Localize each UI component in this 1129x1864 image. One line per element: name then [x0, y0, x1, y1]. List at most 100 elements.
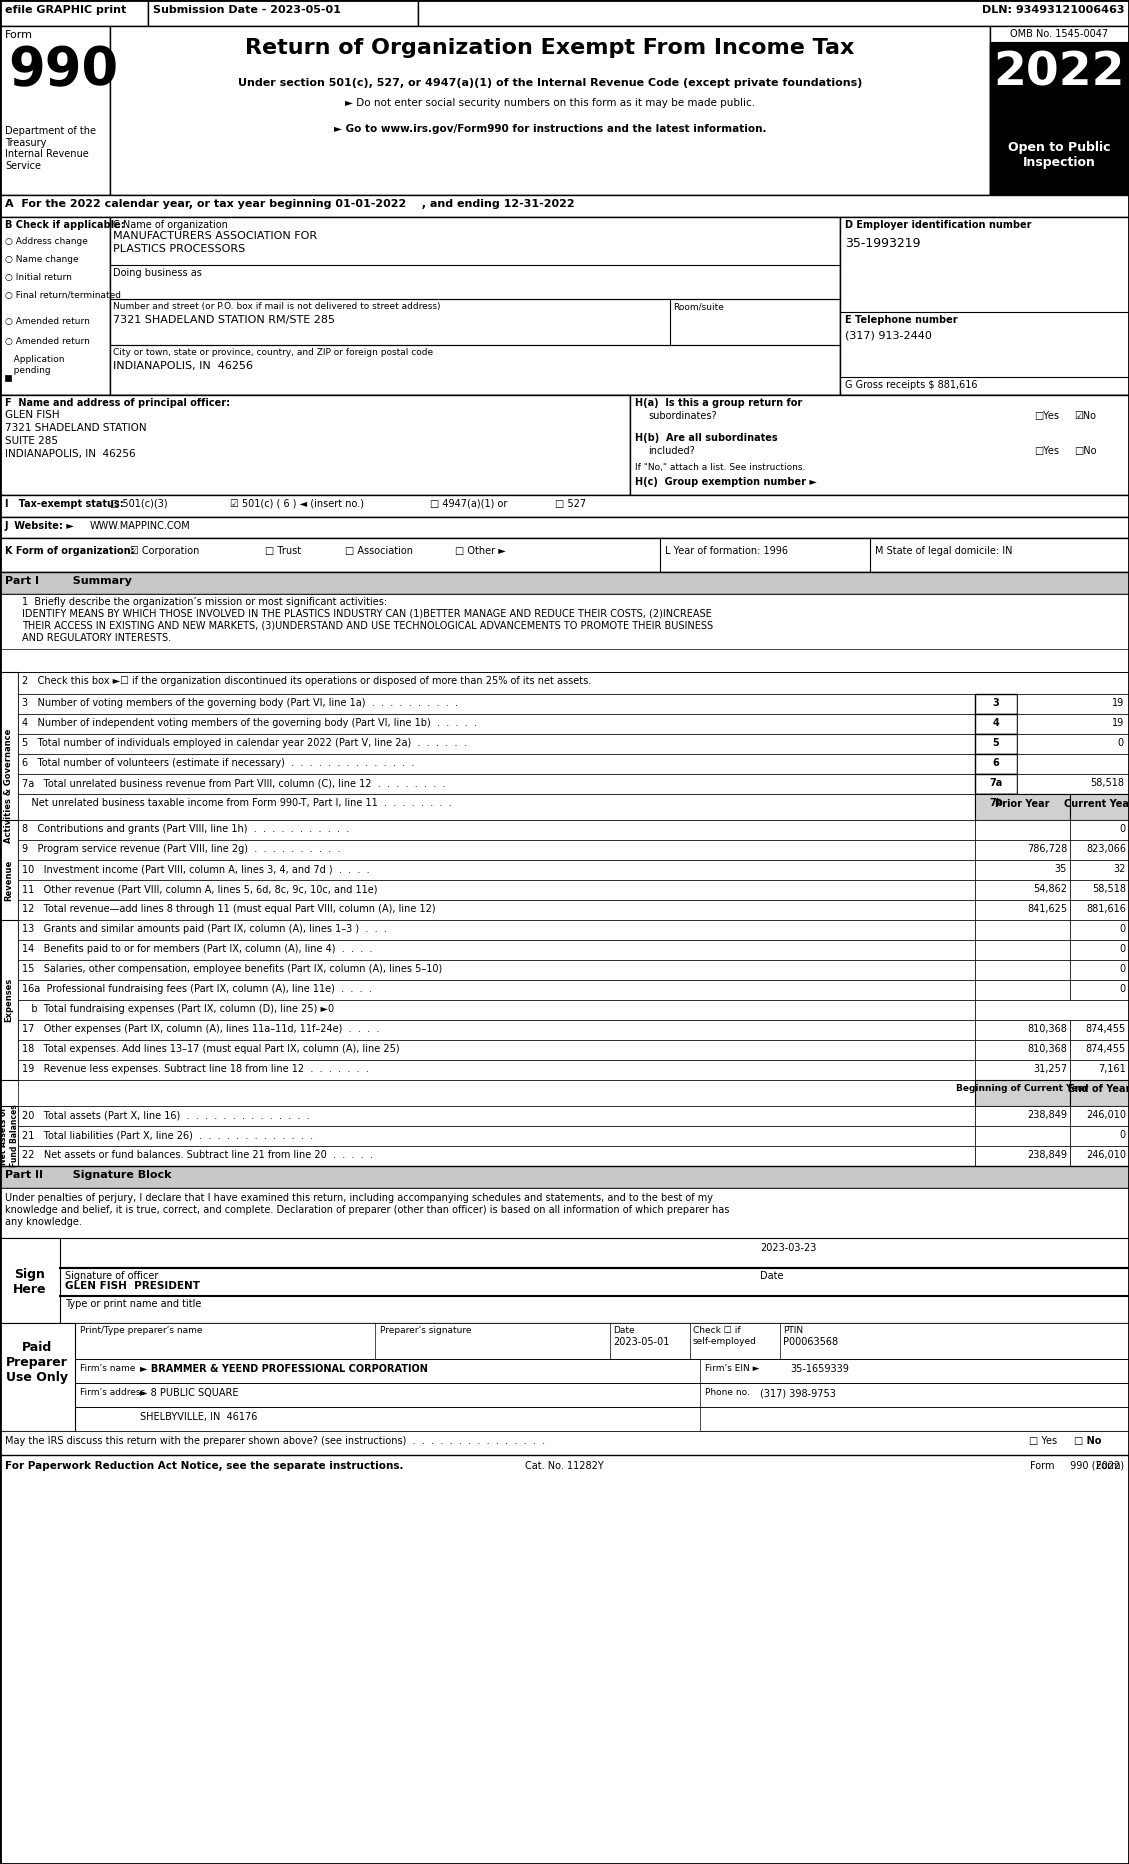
Bar [75, 1359, 1129, 1383]
Text: 2   Check this box ►☐ if the organization discontinued its operations or dispose: 2 Check this box ►☐ if the organization … [21, 677, 592, 686]
Text: 7321 SHADELAND STATION: 7321 SHADELAND STATION [5, 423, 147, 432]
Text: 32: 32 [1113, 865, 1126, 874]
Bar [18, 774, 975, 794]
Text: □ Yes: □ Yes [1029, 1435, 1057, 1446]
Text: Type or print name and title: Type or print name and title [65, 1299, 201, 1309]
Text: ► Do not enter social security numbers on this form as it may be made public.: ► Do not enter social security numbers o… [345, 99, 755, 108]
Bar [75, 1323, 1129, 1359]
Text: 18   Total expenses. Add lines 13–17 (must equal Part IX, column (A), line 25): 18 Total expenses. Add lines 13–17 (must… [21, 1044, 400, 1053]
Text: Return of Organization Exempt From Income Tax: Return of Organization Exempt From Incom… [245, 37, 855, 58]
Text: 2022: 2022 [994, 50, 1124, 97]
Text: 3   Number of voting members of the governing body (Part VI, line 1a)  .  .  .  : 3 Number of voting members of the govern… [21, 697, 458, 708]
Bar [1070, 1040, 1129, 1061]
Text: 0: 0 [1120, 925, 1126, 934]
Text: Firm’s name: Firm’s name [80, 1364, 135, 1374]
Bar [18, 841, 975, 859]
Text: Form     990 (2022): Form 990 (2022) [1030, 1461, 1124, 1471]
Text: K Form of organization:: K Form of organization: [5, 546, 134, 555]
Bar [1017, 755, 1129, 774]
Text: Net Assets or
Fund Balances: Net Assets or Fund Balances [0, 1105, 19, 1167]
Bar [975, 900, 1070, 921]
Text: 246,010: 246,010 [1086, 1150, 1126, 1159]
Bar [1017, 774, 1129, 794]
Bar [975, 1079, 1070, 1105]
Bar [975, 960, 1070, 980]
Bar [0, 1323, 1129, 1432]
Text: 238,849: 238,849 [1027, 1109, 1067, 1120]
Text: 881,616: 881,616 [1086, 904, 1126, 913]
Bar [18, 794, 975, 815]
Bar [975, 921, 1070, 939]
Bar [18, 794, 975, 820]
Bar [1070, 880, 1129, 900]
Text: (317) 398-9753: (317) 398-9753 [760, 1389, 835, 1398]
Bar [18, 1105, 975, 1126]
Bar [18, 755, 975, 774]
Text: Room/suite: Room/suite [673, 302, 724, 311]
Bar [975, 734, 1017, 755]
Text: For Paperwork Reduction Act Notice, see the separate instructions.: For Paperwork Reduction Act Notice, see … [5, 1461, 403, 1471]
Text: A  For the 2022 calendar year, or tax year beginning 01-01-2022    , and ending : A For the 2022 calendar year, or tax yea… [5, 199, 575, 209]
Text: 58,518: 58,518 [1092, 884, 1126, 895]
Text: 841,625: 841,625 [1027, 904, 1067, 913]
Text: 823,066: 823,066 [1086, 844, 1126, 854]
Bar [75, 1383, 1129, 1407]
Text: F  Name and address of principal officer:: F Name and address of principal officer: [5, 399, 230, 408]
Bar [1070, 820, 1129, 841]
Text: 2023-03-23: 2023-03-23 [760, 1243, 816, 1253]
Bar [18, 1040, 975, 1061]
Bar [0, 26, 110, 196]
Bar [18, 1020, 975, 1040]
Text: ○ Initial return: ○ Initial return [5, 272, 72, 281]
Text: Submission Date - 2023-05-01: Submission Date - 2023-05-01 [154, 6, 341, 15]
Bar [0, 1187, 1129, 1238]
Bar [1070, 841, 1129, 859]
Bar [990, 26, 1129, 196]
Bar [18, 900, 975, 921]
Text: 990: 990 [8, 45, 119, 97]
Text: Firm’s address: Firm’s address [80, 1389, 146, 1396]
Text: E Telephone number: E Telephone number [844, 315, 957, 324]
Text: 0: 0 [1120, 824, 1126, 833]
Bar [18, 1126, 975, 1146]
Text: IDENTIFY MEANS BY WHICH THOSE INVOLVED IN THE PLASTICS INDUSTRY CAN (1)BETTER MA: IDENTIFY MEANS BY WHICH THOSE INVOLVED I… [21, 610, 711, 619]
Text: MANUFACTURERS ASSOCIATION FOR: MANUFACTURERS ASSOCIATION FOR [113, 231, 317, 240]
Text: Under section 501(c), 527, or 4947(a)(1) of the Internal Revenue Code (except pr: Under section 501(c), 527, or 4947(a)(1)… [238, 78, 863, 88]
Bar [975, 999, 1129, 1020]
Text: I   Tax-exempt status:: I Tax-exempt status: [5, 500, 124, 509]
Text: 11   Other revenue (Part VIII, column A, lines 5, 6d, 8c, 9c, 10c, and 11e): 11 Other revenue (Part VIII, column A, l… [21, 884, 377, 895]
Bar [840, 216, 1129, 395]
Text: H(b)  Are all subordinates: H(b) Are all subordinates [634, 432, 778, 444]
Text: Expenses: Expenses [5, 979, 14, 1021]
Bar [0, 1432, 1129, 1456]
Bar [18, 734, 975, 755]
Bar [18, 693, 975, 714]
Text: H(a)  Is this a group return for: H(a) Is this a group return for [634, 399, 803, 408]
Text: 6   Total number of volunteers (estimate if necessary)  .  .  .  .  .  .  .  .  : 6 Total number of volunteers (estimate i… [21, 759, 414, 768]
Bar [0, 673, 18, 900]
Text: Print/Type preparer’s name: Print/Type preparer’s name [80, 1325, 202, 1335]
Bar [975, 820, 1070, 841]
Text: 246,010: 246,010 [1086, 1109, 1126, 1120]
Bar [1070, 1105, 1129, 1126]
Bar [0, 572, 1129, 595]
Text: ○ Address change: ○ Address change [5, 237, 88, 246]
Text: 5: 5 [992, 738, 999, 747]
Text: SHELBYVILLE, IN  46176: SHELBYVILLE, IN 46176 [140, 1413, 257, 1422]
Text: L Year of formation: 1996: L Year of formation: 1996 [665, 546, 788, 555]
Bar [75, 1407, 700, 1432]
Bar [975, 841, 1070, 859]
Text: Doing business as: Doing business as [113, 268, 202, 278]
Text: ► BRAMMER & YEEND PROFESSIONAL CORPORATION: ► BRAMMER & YEEND PROFESSIONAL CORPORATI… [140, 1364, 428, 1374]
Bar [18, 1146, 975, 1167]
Text: 3: 3 [992, 697, 999, 708]
Bar [975, 714, 1017, 734]
Text: Cat. No. 11282Y: Cat. No. 11282Y [525, 1461, 603, 1471]
Text: 35-1659339: 35-1659339 [790, 1364, 849, 1374]
Text: 19   Revenue less expenses. Subtract line 18 from line 12  .  .  .  .  .  .  .: 19 Revenue less expenses. Subtract line … [21, 1064, 369, 1074]
Text: ○ Final return/terminated: ○ Final return/terminated [5, 291, 121, 300]
Text: 810,368: 810,368 [1027, 1044, 1067, 1053]
Text: 54,862: 54,862 [1033, 884, 1067, 895]
Text: 874,455: 874,455 [1086, 1023, 1126, 1035]
Text: Open to Public
Inspection: Open to Public Inspection [1008, 142, 1110, 170]
